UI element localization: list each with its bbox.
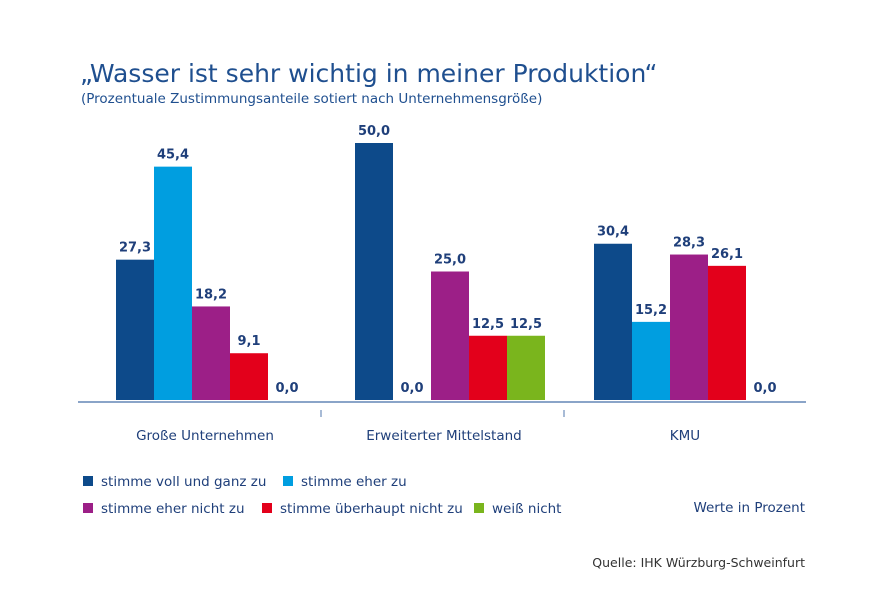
legend-swatch-5 <box>474 503 484 513</box>
value-label-3-3: 28,3 <box>673 236 705 251</box>
value-label-3-2: 15,2 <box>635 303 667 318</box>
bar-2-4 <box>469 335 507 400</box>
value-label-3-4: 26,1 <box>711 247 743 262</box>
legend-swatch-4 <box>262 503 272 513</box>
bar-2-1 <box>355 143 393 400</box>
bar-1-2 <box>154 166 192 400</box>
chart-subtitle: (Prozentuale Zustimmungsanteile sotiert … <box>81 91 542 107</box>
bars-group <box>116 143 746 400</box>
value-label-1-2: 45,4 <box>157 148 189 163</box>
legend-swatch-2 <box>283 476 293 486</box>
bar-3-4 <box>708 265 746 400</box>
bar-2-5 <box>507 335 545 400</box>
value-label-1-1: 27,3 <box>119 241 151 256</box>
bar-3-2 <box>632 321 670 400</box>
value-label-1-4: 9,1 <box>237 334 260 349</box>
bar-1-1 <box>116 259 154 400</box>
value-label-2-1: 50,0 <box>358 124 390 139</box>
value-label-3-1: 30,4 <box>597 225 629 240</box>
legend-swatch-3 <box>83 503 93 513</box>
legend-swatch-1 <box>83 476 93 486</box>
legend-label-4: stimme überhaupt nicht zu <box>280 501 463 517</box>
value-label-2-5: 12,5 <box>510 317 542 332</box>
value-label-3-5: 0,0 <box>753 381 776 396</box>
bar-2-3 <box>431 271 469 400</box>
bar-1-4 <box>230 353 268 400</box>
chart-title: „Wasser ist sehr wichtig in meiner Produ… <box>80 59 657 88</box>
legend-label-3: stimme eher nicht zu <box>101 501 245 517</box>
bar-3-3 <box>670 254 708 400</box>
value-label-2-4: 12,5 <box>472 317 504 332</box>
value-label-2-3: 25,0 <box>434 253 466 268</box>
value-labels-group: 27,3 45,4 18,2 9,1 0,0 50,0 0,0 25,0 12,5 12,5 30,… <box>119 124 777 396</box>
category-label-1: Große Unternehmen <box>136 428 274 444</box>
legend-label-5: weiß nicht <box>492 501 561 517</box>
category-label-3: KMU <box>670 428 700 444</box>
legend-label-1: stimme voll und ganz zu <box>101 474 266 490</box>
units-note: Werte in Prozent <box>693 500 805 516</box>
value-label-1-3: 18,2 <box>195 287 227 302</box>
x-axis-ticks <box>320 410 565 417</box>
value-label-2-2: 0,0 <box>400 381 423 396</box>
value-label-1-5: 0,0 <box>275 381 298 396</box>
legend: stimme voll und ganz zu stimme eher zu sti… <box>83 474 561 517</box>
bar-3-1 <box>594 243 632 400</box>
bar-1-3 <box>192 306 230 400</box>
category-label-2: Erweiterter Mittelstand <box>366 428 522 444</box>
category-labels-group: Große Unternehmen Erweiterter Mittelstand… <box>136 428 700 444</box>
source-note: Quelle: IHK Würzburg-Schweinfurt <box>592 555 805 570</box>
legend-label-2: stimme eher zu <box>301 474 407 490</box>
